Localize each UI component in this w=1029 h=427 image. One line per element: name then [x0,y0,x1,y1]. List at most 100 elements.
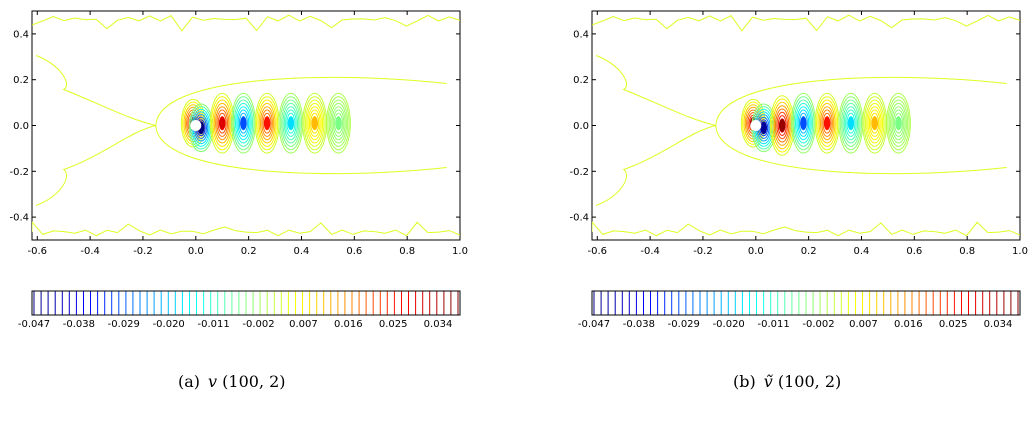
caption-label: (a) [178,372,201,391]
contour-line [262,112,272,134]
contour-line [888,99,909,147]
contour-line [773,105,791,146]
x-tick-label: 0.6 [346,246,362,257]
contour-plot-b: -0.6 -0.4 -0.2 0.0 0.2 0.4 0.6 0.8 1.0 0.4 0.2 0.0 -… [569,10,1028,330]
lobe-6 [302,92,328,154]
x-tick-label: 1.0 [1012,246,1028,257]
contour-line [236,106,251,141]
lobe-core [823,116,831,130]
contour-line [237,109,250,137]
contour-line [842,102,860,144]
colorbar-tick-label: 0.016 [334,319,363,330]
contour-line [866,102,884,144]
contour-line [282,102,300,144]
contour-line [822,112,832,134]
contour-line [777,115,787,136]
contour-line [334,112,343,134]
contour-line [310,112,320,134]
x-tick-label: 1.0 [452,246,468,257]
contour-line [307,106,322,141]
colorbar-tick-label: 0.025 [379,319,408,330]
colorbar-tick-label: 0.025 [939,319,968,330]
contour-line [258,102,276,144]
contour-line [846,112,856,134]
contour-line [863,96,886,151]
x-tick-label: 0.4 [294,246,310,257]
x-tick-label: -0.2 [133,246,153,257]
colorbar-tick-label: -0.047 [578,319,610,330]
contour-line [776,111,788,140]
x-tick-label: 0.4 [854,246,870,257]
y-tick-label: 0.2 [573,75,589,86]
caption-a: (a) v (100, 2) [178,372,286,391]
contour-line [215,106,230,141]
caption-symbol: v [208,372,218,391]
contour-line [279,96,302,151]
contour-line [306,102,324,144]
y-tick-label: 0.0 [13,121,29,132]
contour-line [841,99,861,147]
lobe-4 [814,92,840,154]
contour-field [592,14,1020,237]
lobe-core [847,116,855,130]
contour-line [867,106,882,141]
contour-line [256,96,279,151]
panel-a: -0.6 -0.4 -0.2 0.0 0.2 0.4 0.6 0.8 1.0 0.4 0.2 0.0 -… [0,0,514,427]
colorbar-tick-label: -0.002 [242,319,274,330]
lobe-core [311,116,319,130]
contour-line [865,99,885,147]
y-tick-label: 0.4 [573,29,589,40]
colorbar-tick-label: 0.007 [289,319,318,330]
contour-field [32,14,460,237]
colorbar-tick-label: 0.007 [849,319,878,330]
colorbar-frame [31,290,461,316]
colorbar-tick-label: -0.029 [108,319,140,330]
boundary-contour-top [32,14,460,32]
contour-line [331,106,346,141]
lobe-core [263,116,271,130]
colorbar-tick-label: -0.020 [153,319,185,330]
y-tick-label: -0.4 [569,213,589,224]
x-tick-label: -0.4 [640,246,660,257]
contour-line [303,96,326,151]
colorbar-tick-label: -0.038 [63,319,95,330]
contour-line [775,108,790,143]
x-tick-label: -0.6 [28,246,48,257]
wake-envelope-contour [715,76,1007,175]
lobe-core [240,116,247,130]
contour-line [796,106,811,141]
contour-line [894,112,903,134]
lobe-7 [886,92,911,154]
colorbar: -0.047 -0.038 -0.029 -0.020 -0.011 -0.002 0.00… [18,290,461,330]
contour-line [232,96,255,151]
contour-line [797,109,810,137]
colorbar-tick-label: -0.020 [713,319,745,330]
boundary-contour-bottom [592,221,1020,237]
contour-line [795,102,812,144]
caption-args: (100, 2) [777,372,842,391]
contour-line [235,102,252,144]
y-tick-label: 0.0 [573,121,589,132]
lobe-core [871,116,878,130]
lobe-core [895,116,902,130]
contour-line [820,106,835,141]
lobe-3 [231,92,256,154]
caption-label: (b) [733,372,756,391]
x-tick-label: 0.2 [801,246,817,257]
colorbar-tick-label: 0.016 [894,319,923,330]
lobe-5 [838,92,864,154]
contour-line [792,96,815,151]
contour-line [213,102,231,144]
x-tick-label: 0.6 [906,246,922,257]
x-tick-label: 0.0 [188,246,204,257]
contour-line [890,102,907,144]
contour-line [793,99,814,147]
contour-line [261,109,273,137]
lobe-6 [862,92,888,154]
lobe-core [778,119,786,132]
contour-line [843,106,858,141]
contour-line [892,109,905,137]
contour-line [817,99,837,147]
cylinder-marker [190,120,202,131]
contour-line [845,109,857,137]
